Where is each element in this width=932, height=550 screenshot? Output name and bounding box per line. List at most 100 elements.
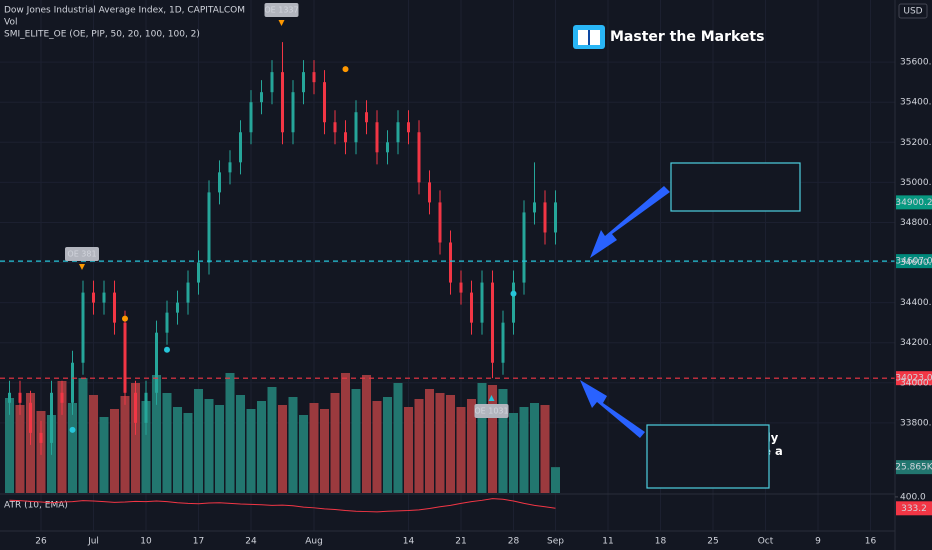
candle-body — [29, 402, 32, 433]
candle-body — [270, 72, 274, 93]
volume-bar — [414, 399, 424, 493]
candle-body — [291, 92, 295, 133]
candle-body — [92, 292, 95, 303]
y-tick-label: 35600.0 — [900, 58, 932, 68]
volume-bar — [341, 373, 350, 493]
candle-body — [491, 282, 494, 363]
y-tick-label: 35200.0 — [900, 138, 932, 148]
volume-bar — [183, 413, 193, 493]
volume-bar — [68, 403, 77, 493]
volume-bar — [278, 405, 287, 493]
signal-dot — [164, 346, 170, 353]
candle-body — [239, 132, 242, 163]
currency[interactable]: USD — [903, 7, 922, 17]
candle-body — [228, 162, 232, 173]
volume-bar — [488, 385, 497, 493]
signal-dot — [69, 426, 76, 433]
volume-bar — [467, 399, 476, 493]
candle-body — [8, 392, 11, 403]
candle-body — [438, 202, 442, 243]
signal-dot — [122, 315, 128, 322]
candle-body — [134, 392, 137, 423]
volume-bar — [257, 401, 266, 493]
x-tick-label: 25 — [707, 537, 718, 547]
volume-bar — [519, 407, 529, 493]
oe-arrow — [79, 264, 85, 270]
y-tick-label: 34600.0 — [900, 258, 932, 268]
volume-bar — [246, 409, 256, 493]
x-tick-label: 11 — [602, 537, 613, 547]
volume-bar — [372, 401, 382, 493]
candle-body — [344, 132, 347, 143]
volume-bar — [131, 383, 140, 493]
y-tick-label: 34000.0 — [900, 378, 932, 388]
x-tick-label: Sep — [547, 537, 564, 547]
arrow — [580, 380, 645, 438]
volume-bar — [530, 403, 539, 493]
volume-bar — [477, 383, 487, 493]
price-label: 34900.2 — [895, 198, 932, 208]
candle-body — [302, 72, 305, 93]
candle-body — [144, 392, 148, 423]
oe-arrow — [278, 20, 285, 26]
volume-bar — [225, 373, 235, 493]
candle-body — [207, 192, 211, 263]
volume-bar — [456, 407, 466, 493]
currency-box[interactable] — [898, 3, 928, 19]
y-tick-label: 34400.0 — [900, 298, 932, 308]
x-tick-label: 18 — [655, 537, 667, 547]
volume-bar — [540, 405, 550, 493]
oe-label: OE 1031 — [474, 407, 508, 416]
logo-text: Master the Markets — [610, 29, 764, 45]
candle-body — [522, 212, 526, 283]
volume-bar — [498, 389, 508, 493]
volume-bar — [509, 413, 518, 493]
volume-bar — [162, 393, 172, 493]
candle-body — [260, 92, 263, 103]
volume-bar — [99, 417, 109, 493]
y-tick-label: 34200.0 — [900, 338, 932, 348]
volume-bar — [551, 467, 560, 493]
volume-bar — [446, 395, 455, 493]
oe-tag — [474, 404, 509, 418]
level-tag — [896, 371, 932, 386]
x-tick-label: 17 — [193, 537, 204, 547]
candle-body — [155, 332, 158, 393]
candle-body — [60, 392, 64, 403]
level-label: 34607.0 — [895, 257, 932, 267]
x-tick-label: 24 — [245, 537, 257, 547]
candle-body — [312, 72, 316, 83]
candle-body — [512, 282, 515, 323]
volume-title: Vol — [4, 18, 17, 28]
candle-body — [186, 282, 190, 303]
x-tick-label: Jul — [87, 537, 99, 547]
candle-body — [102, 292, 106, 303]
volume-bar — [15, 405, 25, 493]
oe-label: OE 381 — [67, 250, 96, 259]
candle-body — [249, 102, 253, 133]
annotation-box — [646, 424, 770, 489]
x-tick-label: 28 — [508, 537, 520, 547]
candle-body — [71, 362, 74, 403]
volume-bar — [120, 396, 130, 493]
candle-body — [18, 392, 22, 403]
y-tick-label: 34800.0 — [900, 218, 932, 228]
candle-body — [197, 262, 200, 283]
candle-body — [428, 182, 431, 203]
candle-body — [323, 82, 326, 123]
oe-arrow — [488, 395, 495, 401]
candle-body — [501, 322, 505, 363]
atr-label: 333.2 — [901, 504, 927, 514]
volume-bar — [215, 405, 224, 493]
oe-tag — [65, 247, 99, 261]
symbol-title: Dow Jones Industrial Average Index, 1D, … — [4, 6, 245, 16]
atr-tag — [896, 501, 932, 516]
candle-body — [165, 312, 169, 333]
volume-bar — [5, 398, 14, 493]
volume-bar — [110, 409, 119, 493]
candle-body — [396, 122, 400, 143]
candle-body — [39, 432, 43, 443]
candle-body — [417, 132, 421, 183]
level-label: 34023.0 — [895, 374, 932, 384]
price-tag — [896, 195, 932, 210]
